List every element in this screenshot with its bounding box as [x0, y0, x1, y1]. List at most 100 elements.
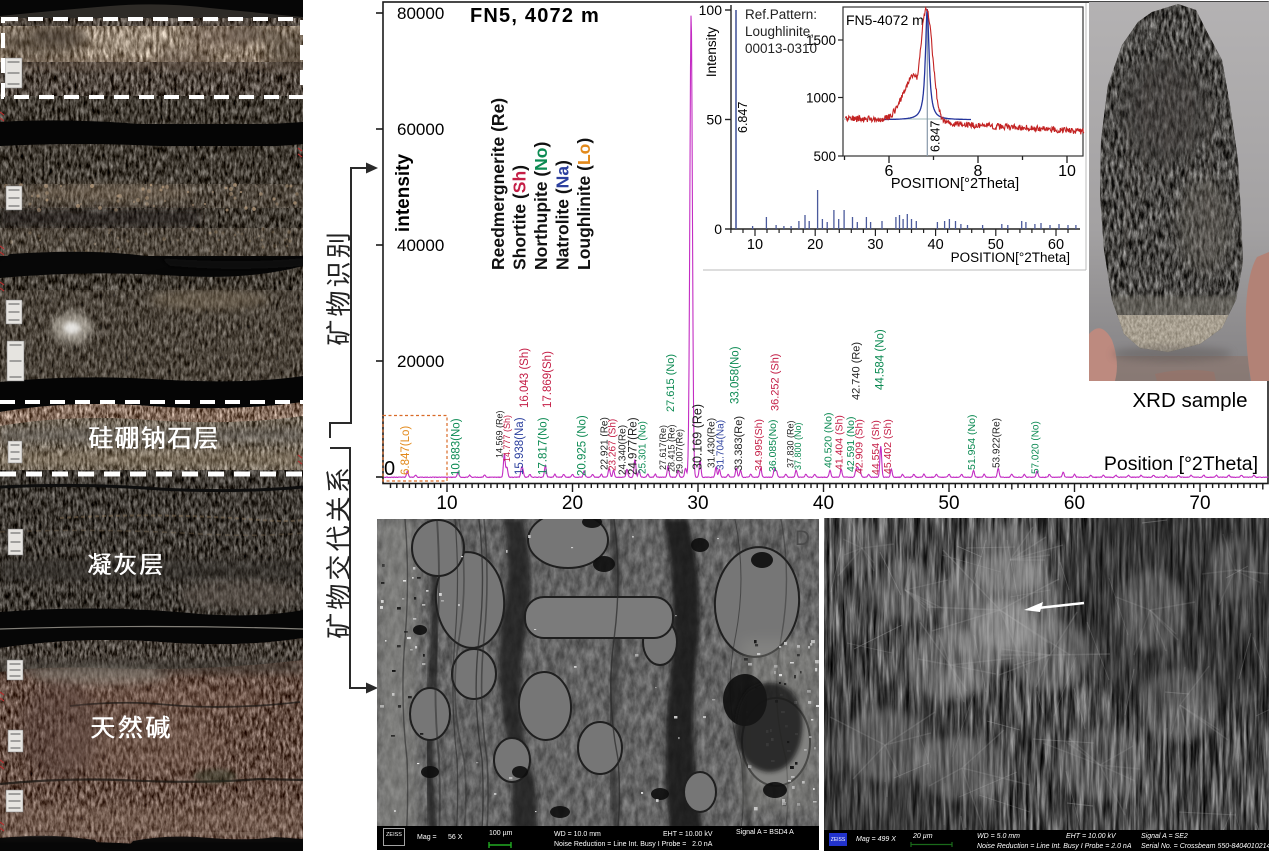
svg-text:60: 60: [1048, 237, 1064, 253]
svg-text:6.847: 6.847: [736, 102, 750, 133]
svg-text:Loughlinite,: Loughlinite,: [745, 24, 814, 39]
svg-text:33.058(No): 33.058(No): [729, 346, 741, 404]
svg-text:00013-0310: 00013-0310: [745, 41, 817, 56]
svg-text:Northupite (No): Northupite (No): [531, 142, 551, 270]
svg-text:Intensity: Intensity: [704, 27, 719, 78]
svg-text:Noise Reduction = Line Int. Bu: Noise Reduction = Line Int. Busy I Probe…: [977, 843, 1132, 850]
svg-text:100 µm: 100 µm: [489, 830, 513, 837]
svg-text:Mag =: Mag =: [417, 834, 437, 841]
svg-text:22.921 (Re): 22.921 (Re): [599, 417, 610, 470]
svg-text:42.740 (Re): 42.740 (Re): [851, 342, 863, 400]
svg-text:31.430(Re): 31.430(Re): [707, 418, 718, 468]
svg-text:40.520 (No): 40.520 (No): [823, 413, 835, 468]
svg-text:20: 20: [807, 237, 823, 253]
svg-text:50: 50: [988, 237, 1004, 253]
svg-text:FN5, 4072 m: FN5, 4072 m: [470, 5, 600, 27]
svg-text:40000: 40000: [397, 236, 444, 255]
svg-text:23.267 (Sh): 23.267 (Sh): [607, 419, 618, 471]
svg-text:24.977(Re): 24.977(Re): [628, 417, 640, 475]
svg-text:6.847(Lo): 6.847(Lo): [400, 426, 412, 475]
svg-text:17.869(Sh): 17.869(Sh): [542, 351, 554, 408]
svg-text:6: 6: [885, 163, 894, 180]
svg-text:ZEISS: ZEISS: [831, 837, 846, 843]
svg-text:36.085(No): 36.085(No): [767, 419, 779, 472]
svg-text:16.043 (Sh): 16.043 (Sh): [519, 348, 531, 408]
svg-text:80000: 80000: [397, 4, 444, 23]
svg-text:14.569 (Re): 14.569 (Re): [495, 410, 505, 458]
svg-text:100: 100: [699, 2, 723, 18]
svg-text:30: 30: [687, 493, 708, 514]
svg-text:44.554 (Sh): 44.554 (Sh): [870, 420, 882, 475]
svg-text:37.830 (Re): 37.830 (Re): [786, 420, 796, 468]
svg-text:40: 40: [813, 493, 834, 514]
svg-text:34.995(Sh): 34.995(Sh): [753, 419, 765, 471]
svg-text:30: 30: [867, 237, 883, 253]
svg-text:Shortite (Sh): Shortite (Sh): [510, 165, 530, 270]
svg-text:FN5-4072 m: FN5-4072 m: [846, 12, 924, 28]
svg-text:15.938(Na): 15.938(Na): [514, 417, 526, 475]
svg-text:37.800 (No): 37.800 (No): [793, 422, 803, 470]
svg-text:XRD sample: XRD sample: [1132, 389, 1247, 412]
svg-text:45.402 (Sh): 45.402 (Sh): [882, 419, 894, 474]
svg-text:Serial No. = Crossbeam 550-840: Serial No. = Crossbeam 550-8404010214: [1141, 843, 1269, 850]
svg-text:50: 50: [938, 493, 959, 514]
svg-text:intensity: intensity: [393, 154, 414, 233]
svg-text:27.615 (No): 27.615 (No): [665, 354, 677, 412]
svg-text:42.909 (Sh): 42.909 (Sh): [854, 419, 866, 474]
svg-text:14.777 (Sh): 14.777 (Sh): [502, 415, 512, 462]
svg-text:Signal A = SE2: Signal A = SE2: [1141, 833, 1188, 840]
svg-text:60: 60: [1064, 493, 1085, 514]
svg-text:POSITION[°2Theta]: POSITION[°2Theta]: [891, 176, 1019, 192]
svg-text:36.252 (Sh): 36.252 (Sh): [770, 354, 782, 411]
svg-text:40: 40: [928, 237, 944, 253]
svg-text:25.301 (No): 25.301 (No): [638, 421, 649, 474]
svg-text:Signal A = BSD4 A: Signal A = BSD4 A: [736, 829, 794, 836]
svg-text:20: 20: [562, 493, 583, 514]
svg-text:10: 10: [747, 237, 763, 253]
svg-text:WD = 10.0 mm: WD = 10.0 mm: [554, 831, 601, 838]
svg-text:44.584 (No): 44.584 (No): [874, 329, 886, 390]
svg-text:56 X: 56 X: [448, 834, 463, 841]
svg-text:10.883(No): 10.883(No): [451, 418, 463, 476]
svg-text:42.591 (No): 42.591 (No): [845, 417, 857, 472]
svg-text:500: 500: [813, 149, 836, 164]
svg-text:Natrolite (Na): Natrolite (Na): [553, 160, 573, 270]
svg-text:10: 10: [436, 493, 457, 514]
svg-text:20000: 20000: [397, 352, 444, 371]
svg-text:0: 0: [384, 458, 395, 480]
svg-text:POSITION[°2Theta]: POSITION[°2Theta]: [951, 250, 1070, 265]
svg-text:29.007(Re): 29.007(Re): [675, 429, 685, 474]
svg-text:31.704(Na): 31.704(Na): [715, 420, 726, 470]
svg-text:0: 0: [714, 221, 722, 237]
svg-text:Reedmergnerite (Re): Reedmergnerite (Re): [488, 98, 508, 270]
svg-text:53.922(Re): 53.922(Re): [992, 418, 1003, 468]
svg-text:30.169 (Re): 30.169 (Re): [691, 404, 705, 470]
svg-text:Position [°2Theta]: Position [°2Theta]: [1104, 453, 1258, 475]
svg-text:20 µm: 20 µm: [912, 833, 933, 840]
svg-text:1000: 1000: [806, 91, 836, 106]
svg-text:24.340(Re): 24.340(Re): [618, 425, 629, 475]
svg-text:27.617(Re): 27.617(Re): [658, 425, 668, 470]
svg-text:1500: 1500: [806, 33, 836, 48]
svg-text:WD = 5.0 mm: WD = 5.0 mm: [977, 833, 1020, 840]
svg-text:EHT = 10.00 kV: EHT = 10.00 kV: [1066, 833, 1117, 840]
svg-text:57.020 (No): 57.020 (No): [1031, 421, 1042, 474]
svg-text:70: 70: [1189, 493, 1210, 514]
svg-text:10: 10: [1058, 163, 1076, 180]
svg-text:6.847: 6.847: [928, 121, 942, 152]
svg-text:17.817(No): 17.817(No): [538, 417, 550, 475]
svg-text:51.954 (No): 51.954 (No): [966, 415, 978, 470]
svg-text:Mag = 499 X: Mag = 499 X: [856, 836, 896, 843]
svg-text:EHT = 10.00 kV: EHT = 10.00 kV: [663, 831, 713, 838]
svg-text:Loughlinite (Lo): Loughlinite (Lo): [574, 138, 594, 270]
svg-text:8: 8: [974, 163, 983, 180]
svg-text:60000: 60000: [397, 120, 444, 139]
svg-text:20.925 (No): 20.925 (No): [577, 415, 589, 476]
svg-text:28.415 (Re): 28.415 (Re): [666, 424, 676, 472]
svg-text:Noise Reduction = Line Int. Bu: Noise Reduction = Line Int. Busy I Probe…: [554, 841, 713, 848]
svg-text:D: D: [795, 527, 810, 550]
svg-text:41.404 (Sh): 41.404 (Sh): [834, 415, 846, 470]
svg-text:ZEISS: ZEISS: [386, 832, 402, 838]
svg-text:33.383(Re): 33.383(Re): [733, 416, 745, 471]
svg-text:50: 50: [706, 112, 722, 128]
